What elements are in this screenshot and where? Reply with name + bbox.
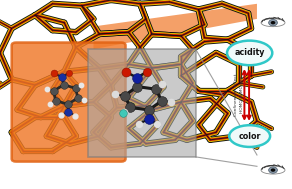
Polygon shape xyxy=(88,49,196,157)
Ellipse shape xyxy=(261,19,285,27)
Ellipse shape xyxy=(269,167,277,173)
Polygon shape xyxy=(93,4,257,49)
Ellipse shape xyxy=(269,19,277,26)
Text: acidity: acidity xyxy=(234,48,265,57)
Ellipse shape xyxy=(261,166,285,174)
Text: HOMO-LUMO gap: HOMO-LUMO gap xyxy=(240,76,244,113)
Text: color: color xyxy=(238,132,261,141)
Ellipse shape xyxy=(271,21,275,24)
Ellipse shape xyxy=(227,41,272,65)
Ellipse shape xyxy=(271,168,275,172)
FancyBboxPatch shape xyxy=(12,43,126,162)
Text: Confinement effect: Confinement effect xyxy=(234,73,238,116)
Ellipse shape xyxy=(229,125,270,147)
